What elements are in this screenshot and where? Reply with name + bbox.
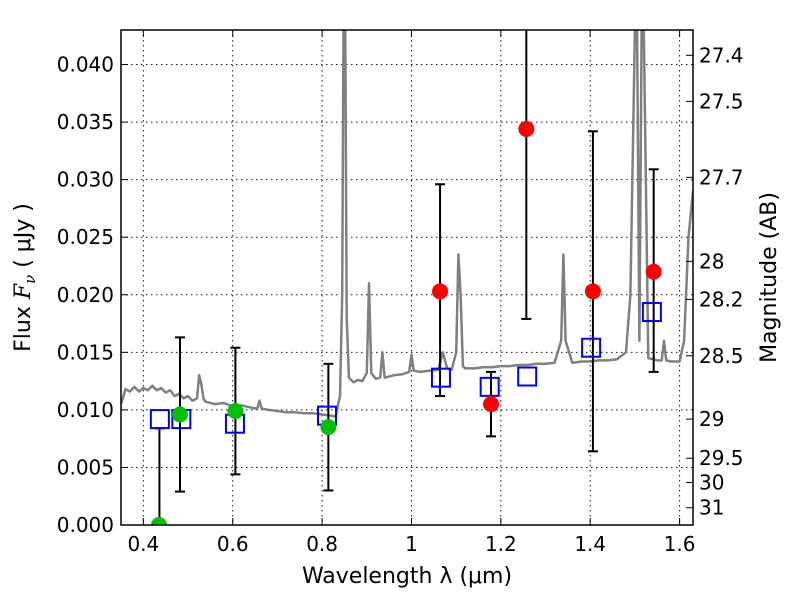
y2-tick-label: 29.5: [699, 446, 744, 470]
y-tick-label: 0.015: [57, 340, 114, 364]
y2-tick-label: 30: [699, 470, 724, 494]
y-tick-label: 0.040: [57, 53, 114, 77]
y2-tick-label: 28.5: [699, 344, 744, 368]
model-flux-square: [149, 409, 170, 430]
x-tick-label: 0.6: [217, 532, 249, 556]
red-flux-point: [432, 283, 449, 300]
y-tick-label: 0.035: [57, 110, 114, 134]
y-tick-label: 0.010: [57, 398, 114, 422]
y-axis-label: Flux Fν ( μJy ): [11, 203, 39, 352]
y-axis-label-subscript: ν: [21, 275, 39, 284]
y-tick-label: 0.000: [57, 513, 114, 537]
y2-tick-label: 27.5: [699, 89, 744, 113]
model-flux-square: [430, 367, 451, 388]
green-flux-point: [320, 419, 337, 436]
red-flux-point: [584, 283, 601, 300]
model-flux-square: [641, 302, 662, 323]
green-flux-point: [171, 406, 188, 423]
x-tick-label: 0.8: [306, 532, 338, 556]
y-axis-label-suffix: ( μJy ): [11, 203, 36, 275]
y-tick-label: 0.005: [57, 455, 114, 479]
y2-axis-label: Magnitude (AB): [757, 192, 782, 363]
x-tick-label: 0.4: [127, 532, 159, 556]
y-axis-label-symbol: F: [11, 283, 36, 300]
spectrum-line: [121, 30, 693, 419]
y2-tick-label: 27.4: [699, 43, 744, 67]
y2-tick-label: 28.2: [699, 287, 744, 311]
y2-tick-label: 29: [699, 407, 724, 431]
y-tick-label: 0.025: [57, 225, 114, 249]
grid-lines: [121, 30, 693, 525]
model-flux-square: [479, 376, 500, 397]
model-flux-square: [581, 337, 602, 358]
x-tick-label: 1.2: [485, 532, 517, 556]
y-tick-label: 0.020: [57, 283, 114, 307]
tick-labels: 0.4 0.6 0.8 1 1.2 1.4 1.6 0.000 0.005 0.010 0.015 0…: [57, 43, 744, 556]
plot-frame: [120, 29, 694, 526]
y-tick-label: 0.030: [57, 168, 114, 192]
x-axis-label: Wavelength λ (μm): [302, 564, 512, 589]
x-tick-label: 1.6: [664, 532, 696, 556]
green-flux-point: [150, 517, 167, 525]
tick-marks: [121, 30, 693, 526]
plot-area: [121, 30, 693, 525]
x-tick-label: 1: [405, 532, 418, 556]
red-flux-point: [483, 396, 500, 413]
y2-tick-label: 27.7: [699, 165, 744, 189]
red-flux-point: [645, 263, 662, 280]
model-flux-square: [517, 366, 538, 387]
y-axis-label-prefix: Flux: [11, 299, 36, 352]
green-flux-point: [227, 403, 244, 420]
x-tick-label: 1.4: [574, 532, 606, 556]
y2-tick-label: 31: [699, 496, 724, 520]
red-flux-point: [518, 121, 535, 137]
y2-tick-label: 28: [699, 249, 724, 273]
